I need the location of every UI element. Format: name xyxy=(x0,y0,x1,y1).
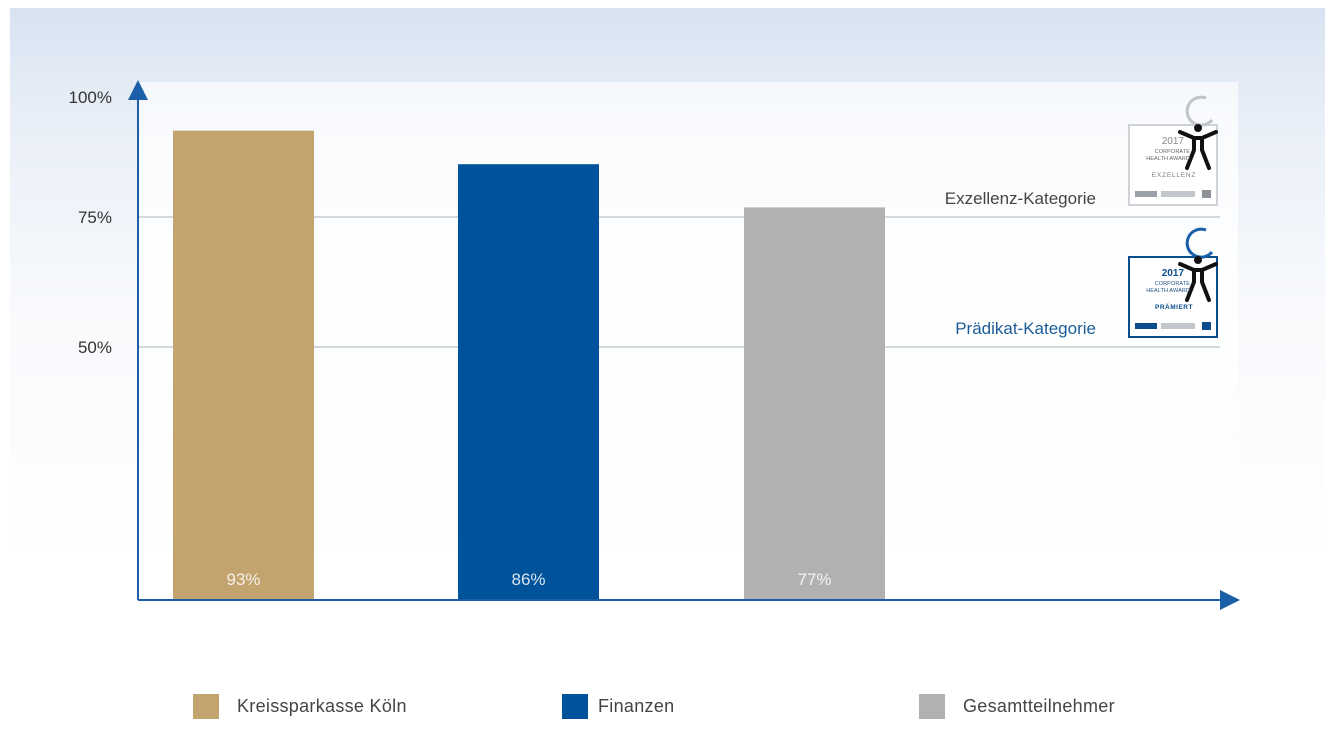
legend-item-gesamtteilnehmer: Gesamtteilnehmer xyxy=(919,693,1115,719)
legend-swatch xyxy=(562,693,588,719)
person-arms-raised-icon xyxy=(1178,227,1218,302)
footer-logo xyxy=(1202,322,1211,330)
person-arms-raised-icon xyxy=(1178,95,1218,170)
bar xyxy=(744,207,885,600)
legend-item-kreissparkasse: Kreissparkasse Köln xyxy=(193,693,407,719)
plot-panel xyxy=(138,82,1238,602)
reference-line-label: Exzellenz-Kategorie xyxy=(945,189,1096,208)
footer-logo xyxy=(1161,191,1195,197)
legend-item-finanzen: Finanzen xyxy=(562,693,674,719)
legend-swatch xyxy=(193,693,219,719)
badge-year: 2017 xyxy=(1161,268,1184,279)
footer-logo xyxy=(1202,190,1211,198)
bar-value-label: 93% xyxy=(226,570,260,589)
y-tick-label: 50% xyxy=(78,338,112,357)
badge-footer-logos xyxy=(1135,190,1213,198)
y-tick-label: 75% xyxy=(78,208,112,227)
footer-logo xyxy=(1161,323,1195,329)
badge-title-line1: CORPORATE xyxy=(1154,149,1190,155)
bar-value-labels: 93% 86% 77% xyxy=(226,570,831,589)
bar xyxy=(173,130,314,600)
bar xyxy=(458,164,599,600)
badge-footer-logos xyxy=(1135,322,1213,330)
legend-label: Finanzen xyxy=(598,695,675,716)
y-axis-ticks: 50% 75% 100% xyxy=(69,88,112,357)
footer-logo xyxy=(1135,323,1157,329)
reference-lines: Exzellenz-Kategorie Prädikat-Kategorie xyxy=(139,189,1220,348)
legend-swatch xyxy=(919,693,945,719)
badge-title-line2: HEALTH AWARD xyxy=(1146,288,1190,294)
reference-line-label: Prädikat-Kategorie xyxy=(955,319,1096,338)
badge-year: 2017 xyxy=(1161,136,1184,147)
bar-value-label: 86% xyxy=(511,570,545,589)
legend-label: Gesamtteilnehmer xyxy=(963,695,1115,716)
badge-title-line1: CORPORATE xyxy=(1154,281,1190,287)
legend-label: Kreissparkasse Köln xyxy=(237,695,407,716)
badge-title-line2: HEALTH AWARD xyxy=(1146,156,1190,162)
award-badge-praemiert: 2017 CORPORATE HEALTH AWARD PRÄMIERT xyxy=(1128,227,1218,338)
badge-status: EXZELLENZ xyxy=(1151,172,1197,179)
bars xyxy=(173,130,885,600)
y-tick-label: 100% xyxy=(69,88,112,107)
badge-status: PRÄMIERT xyxy=(1155,304,1193,311)
bar-value-label: 77% xyxy=(797,570,831,589)
footer-logo xyxy=(1135,191,1157,197)
award-badge-exzellenz: 2017 CORPORATE HEALTH AWARD EXZELLENZ xyxy=(1128,95,1218,206)
